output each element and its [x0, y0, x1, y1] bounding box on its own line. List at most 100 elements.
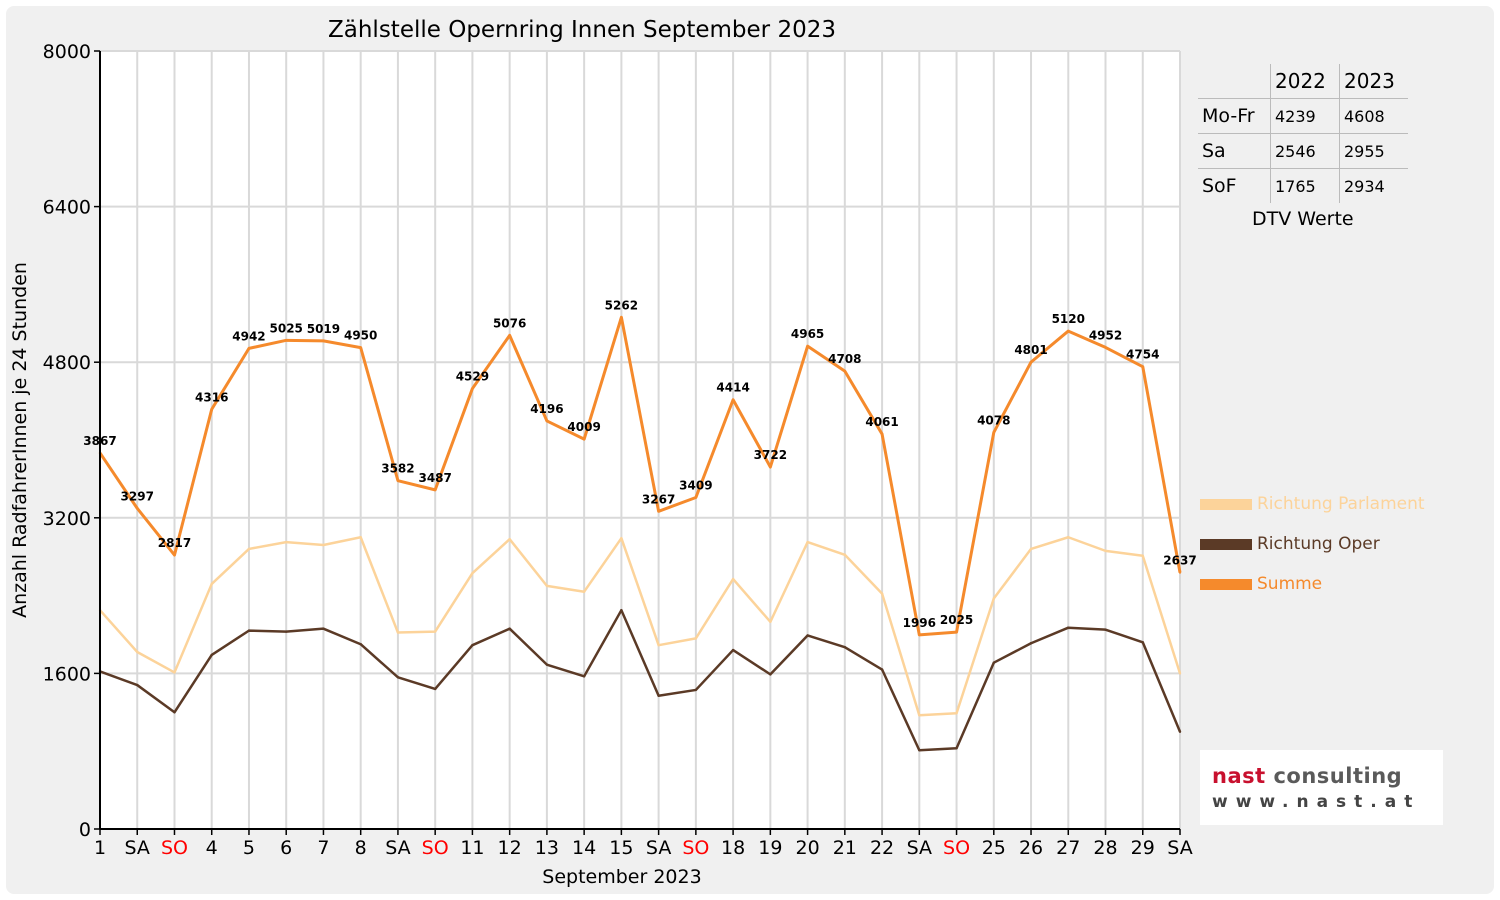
data-point — [285, 630, 288, 633]
logo-name-part2: consulting — [1265, 764, 1403, 788]
data-point — [657, 694, 660, 697]
data-point — [1029, 547, 1033, 551]
y-tick-label: 8000 — [43, 41, 91, 63]
data-point — [285, 339, 288, 342]
data-point — [694, 496, 698, 499]
data-point — [694, 688, 698, 692]
grid — [100, 50, 1181, 829]
data-label: 4529 — [456, 370, 489, 384]
x-tick-label: SA — [1167, 837, 1192, 859]
data-point — [1178, 672, 1182, 675]
data-label: 3267 — [642, 492, 675, 506]
series-lines — [98, 315, 1182, 752]
data-label: 5019 — [307, 322, 340, 336]
data-label: 2817 — [158, 536, 191, 550]
dtv-row-label: Sa — [1198, 133, 1271, 169]
data-point — [1029, 642, 1033, 645]
x-tick-label: 6 — [280, 837, 292, 859]
dtv-col-2022: 2022 — [1270, 64, 1340, 99]
y-axis-label: Anzahl RadfahrerInnen je 24 Stunden — [9, 262, 31, 618]
series-line-richtung-oper — [99, 608, 1182, 752]
data-point — [1067, 536, 1070, 539]
data-point — [1104, 628, 1107, 631]
x-tick-label: 20 — [795, 837, 819, 859]
data-point — [210, 582, 213, 586]
x-tick-label: SO — [161, 837, 188, 859]
data-point — [136, 507, 139, 510]
data-point — [769, 673, 772, 676]
data-point — [396, 631, 400, 634]
x-tick-label: 18 — [721, 837, 745, 859]
data-point — [433, 488, 437, 492]
x-tick-label: 22 — [870, 837, 894, 859]
data-label: 3722 — [754, 448, 787, 462]
data-point — [471, 572, 474, 575]
dtv-table: 2022 2023 Mo-Fr 4239 4608 Sa 2546 2955 S… — [1198, 64, 1408, 203]
data-point — [657, 510, 660, 513]
data-label: 4801 — [1014, 343, 1047, 357]
x-tick-label: 4 — [206, 837, 218, 859]
data-point — [992, 431, 995, 434]
dtv-cell: 4608 — [1339, 98, 1408, 134]
legend-swatch — [1200, 539, 1252, 550]
data-label: 4942 — [232, 329, 265, 343]
data-label: 4708 — [828, 352, 861, 366]
data-point — [918, 633, 921, 637]
data-point — [806, 540, 809, 544]
data-point — [433, 630, 437, 633]
dtv-row-sa: Sa 2546 2955 — [1198, 133, 1408, 169]
dtv-cell: 4239 — [1270, 98, 1340, 134]
data-point — [322, 339, 325, 343]
dtv-col-2023: 2023 — [1339, 64, 1408, 99]
x-tick-label: SO — [943, 837, 970, 859]
data-labels: 3867329728174316494250255019495035823487… — [83, 298, 1196, 630]
data-point — [396, 479, 400, 482]
data-label: 4965 — [791, 327, 824, 341]
data-point — [247, 629, 251, 632]
plot-area — [100, 51, 1180, 830]
data-label: 4196 — [530, 402, 563, 416]
data-label: 5262 — [605, 298, 638, 312]
data-point — [1067, 329, 1070, 333]
legend-label: Summe — [1257, 574, 1323, 594]
data-point — [843, 369, 847, 373]
data-point — [359, 346, 362, 349]
data-point — [1141, 554, 1144, 557]
dtv-cell: 2934 — [1339, 168, 1408, 203]
data-point — [1178, 730, 1182, 733]
x-tick-label: 29 — [1131, 837, 1155, 859]
x-tick-label: 5 — [243, 837, 255, 859]
data-point — [247, 347, 251, 350]
data-point — [694, 637, 698, 640]
data-point — [136, 683, 139, 687]
data-point — [843, 645, 847, 649]
legend-swatch — [1200, 499, 1252, 510]
data-point — [918, 714, 921, 717]
y-tick-label: 6400 — [43, 197, 91, 219]
x-tick-label: 7 — [317, 837, 329, 859]
y-tick-label: 4800 — [43, 352, 91, 374]
dtv-corner — [1198, 64, 1271, 99]
data-point — [769, 465, 772, 469]
dtv-row-label: SoF — [1198, 168, 1271, 203]
dtv-row-mofr: Mo-Fr 4239 4608 — [1198, 98, 1408, 134]
logo-name: nast consulting — [1212, 764, 1402, 788]
data-point — [322, 543, 325, 547]
data-point — [806, 344, 809, 348]
x-tick-label: 11 — [460, 837, 484, 859]
data-point — [545, 663, 549, 666]
legend-label: Richtung Parlament — [1257, 494, 1425, 514]
data-label: 5120 — [1052, 312, 1085, 326]
data-label: 3487 — [418, 471, 451, 485]
data-label: 2025 — [940, 613, 973, 627]
data-point — [880, 668, 884, 671]
x-tick-label: SA — [385, 837, 410, 859]
legend-swatch — [1200, 579, 1252, 590]
data-point — [471, 643, 474, 647]
dtv-cell: 2955 — [1339, 133, 1408, 169]
x-axis-label: September 2023 — [542, 866, 701, 888]
dtv-header-row: 2022 2023 — [1198, 64, 1408, 99]
x-tick-label: 1 — [94, 837, 106, 859]
data-point — [880, 432, 884, 436]
nast-consulting-logo: nast consulting www.nast.at — [1200, 750, 1443, 825]
